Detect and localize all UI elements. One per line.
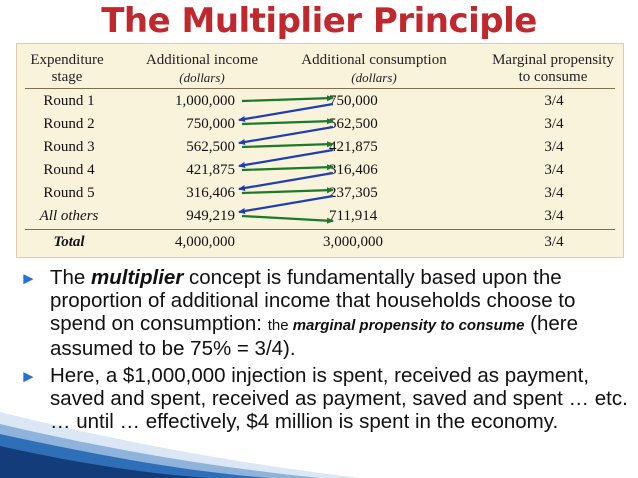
bullet-injection: ► Here, a $1,000,000 injection is spent,… bbox=[20, 364, 630, 433]
arrow-consumption-to-income bbox=[238, 102, 334, 122]
total-divider bbox=[25, 229, 615, 230]
header-divider bbox=[25, 88, 615, 89]
header-stage: Expenditure stage bbox=[19, 52, 115, 86]
arrow-income-to-consumption bbox=[241, 214, 334, 224]
row-consumption: 316,406 bbox=[329, 162, 378, 178]
header-mpc-line2: to consume bbox=[518, 69, 588, 85]
total-mpc: 3/4 bbox=[544, 234, 564, 250]
bullet-arrow-icon: ► bbox=[20, 367, 37, 386]
row-mpc: 3/4 bbox=[544, 116, 564, 132]
header-mpc: Marginal propensity to consume bbox=[479, 52, 627, 86]
slide-title: The Multiplier Principle bbox=[101, 1, 537, 41]
row-income: 750,000 bbox=[186, 116, 235, 132]
bullet1-text-c: the bbox=[267, 317, 293, 334]
arrow-income-to-consumption bbox=[241, 95, 334, 103]
row-stage: Round 3 bbox=[43, 139, 95, 155]
row-income: 421,875 bbox=[186, 162, 235, 178]
bullet-arrow-icon: ► bbox=[20, 269, 37, 288]
row-stage: Round 2 bbox=[43, 116, 95, 132]
arrow-consumption-to-income bbox=[238, 125, 334, 145]
total-label: Total bbox=[53, 234, 85, 250]
arrow-consumption-to-income bbox=[238, 194, 334, 214]
row-mpc: 3/4 bbox=[544, 139, 564, 155]
header-income-line1: Additional income bbox=[145, 52, 259, 68]
row-income: 1,000,000 bbox=[175, 93, 235, 109]
row-consumption: 750,000 bbox=[329, 93, 378, 109]
header-stage-line1: Expenditure bbox=[30, 52, 104, 68]
row-stage: Round 5 bbox=[43, 185, 95, 201]
row-income: 316,406 bbox=[186, 185, 235, 201]
bullet1-mpc-term: marginal propensity to consume bbox=[292, 317, 525, 334]
row-stage: All others bbox=[39, 208, 99, 224]
header-income: Additional income (dollars) bbox=[137, 52, 267, 86]
bullet-multiplier: ► The multiplier concept is fundamentall… bbox=[20, 266, 630, 360]
row-income: 562,500 bbox=[186, 139, 235, 155]
bullet-list: ► The multiplier concept is fundamentall… bbox=[20, 266, 630, 433]
arrow-consumption-to-income bbox=[238, 171, 334, 191]
row-consumption: 237,305 bbox=[329, 185, 378, 201]
arrow-income-to-consumption bbox=[241, 118, 334, 126]
bullet1-text-a: The bbox=[50, 266, 92, 289]
bullet1-text-d: (here assumed to be 75% = 3/4). bbox=[50, 312, 578, 360]
arrow-income-to-consumption bbox=[241, 164, 334, 172]
row-stage: Round 4 bbox=[43, 162, 95, 178]
arrow-income-to-consumption bbox=[241, 141, 334, 149]
total-consumption: 3,000,000 bbox=[323, 234, 383, 250]
header-consumption-unit: (dollars) bbox=[351, 70, 397, 85]
row-income: 949,219 bbox=[186, 208, 235, 224]
row-mpc: 3/4 bbox=[544, 93, 564, 109]
bullet1-multiplier: multiplier bbox=[91, 266, 184, 289]
header-stage-line2: stage bbox=[51, 69, 83, 85]
row-consumption: 562,500 bbox=[329, 116, 378, 132]
total-income: 4,000,000 bbox=[175, 234, 235, 250]
row-stage: Round 1 bbox=[43, 93, 95, 109]
multiplier-table: Expenditure stage Additional income (dol… bbox=[16, 43, 624, 258]
bullet2-text: Here, a $1,000,000 injection is spent, r… bbox=[50, 364, 628, 433]
row-consumption: 421,875 bbox=[329, 139, 378, 155]
bullet1-text-b: concept is fundamentally based upon the … bbox=[50, 266, 576, 335]
header-income-unit: (dollars) bbox=[179, 70, 225, 85]
row-consumption: 711,914 bbox=[329, 208, 378, 224]
header-consumption-line1: Additional consumption bbox=[301, 52, 447, 68]
row-mpc: 3/4 bbox=[544, 208, 564, 224]
arrow-consumption-to-income bbox=[238, 148, 334, 168]
header-mpc-line1: Marginal propensity bbox=[492, 52, 614, 68]
row-mpc: 3/4 bbox=[544, 162, 564, 178]
header-consumption: Additional consumption (dollars) bbox=[289, 52, 459, 86]
row-mpc: 3/4 bbox=[544, 185, 564, 201]
arrow-income-to-consumption bbox=[241, 187, 334, 195]
